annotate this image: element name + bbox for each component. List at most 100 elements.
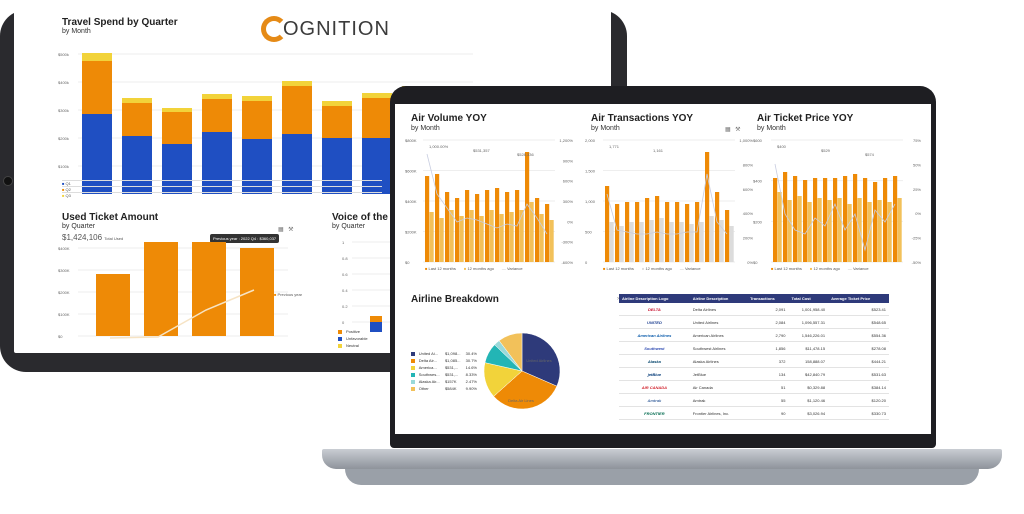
bar-last-12 bbox=[525, 152, 530, 262]
bar-last-12 bbox=[545, 204, 550, 262]
bar-12-ago bbox=[459, 216, 464, 262]
data-label: 1,771 bbox=[609, 144, 620, 149]
legend-swatch bbox=[411, 351, 415, 356]
legend-pct: 9.90% bbox=[465, 386, 477, 391]
legend-item: Other $584K 9.90% bbox=[411, 385, 477, 392]
data-label: 1,161 bbox=[653, 148, 664, 153]
table-row[interactable]: Alaska Alaska Airlines 372 158,888.07 $444.2… bbox=[619, 354, 889, 368]
legend-swatch bbox=[411, 372, 415, 377]
column-header[interactable]: Transactions bbox=[747, 294, 789, 303]
column-header[interactable]: Total Cost bbox=[788, 294, 829, 303]
legend-swatch bbox=[411, 365, 415, 370]
table-row[interactable]: UNITED United Airlines 2,084 1,096,557.31 $5… bbox=[619, 315, 889, 329]
bar-last-12 bbox=[853, 174, 858, 262]
bar-last-12 bbox=[793, 176, 798, 262]
data-label: 1,000.00% bbox=[429, 144, 449, 149]
y-tick-label: $200K bbox=[405, 230, 417, 235]
legend-item: Southwes... $531,... 8.33% bbox=[411, 371, 477, 378]
bar-12-ago bbox=[887, 202, 892, 262]
bar-12-ago bbox=[709, 216, 714, 262]
legend-item: — Variance bbox=[847, 266, 869, 271]
airline-name: Amtrak bbox=[689, 393, 748, 407]
stacked-bar-segment bbox=[242, 101, 272, 139]
y-tick-label: $0 bbox=[753, 260, 758, 265]
bar bbox=[370, 322, 382, 332]
airline-name: JetBlue bbox=[689, 367, 748, 381]
bar-last-12 bbox=[505, 192, 510, 262]
legend-value: $157K bbox=[444, 379, 457, 384]
table-row[interactable]: Southwest Southwest Airlines 1,856 $11,478.… bbox=[619, 341, 889, 355]
air-transactions-legend: ■ Last 12 months ■ 12 months ago — Varia… bbox=[603, 266, 701, 271]
legend-item: ■ Last 12 months bbox=[603, 266, 634, 271]
voice-legend: Positive Unfavorable Neutral bbox=[338, 328, 368, 349]
stacked-bar-segment bbox=[82, 61, 112, 114]
transactions: 90 bbox=[747, 406, 789, 420]
y-tick-label: 0 bbox=[585, 260, 588, 265]
y-tick-label: $200K bbox=[58, 290, 70, 295]
bar-last-12 bbox=[655, 196, 660, 262]
column-header[interactable]: Average Ticket Price bbox=[828, 294, 889, 303]
bar-last-12 bbox=[645, 198, 650, 262]
pie-label: United Airlines bbox=[526, 358, 552, 363]
transactions: 2,091 bbox=[747, 303, 789, 316]
bar-last-12 bbox=[485, 190, 490, 262]
line-previous-year bbox=[109, 289, 255, 339]
travel-spend-table: ■ Q1 ■ Q2 ■ Q3 bbox=[62, 180, 382, 198]
used-ticket-toolbar[interactable]: ▦ ⚒ bbox=[278, 218, 294, 236]
table-row[interactable]: Amtrak Amtrak 55 $1,120.46 $120.20 bbox=[619, 393, 889, 407]
chevron-icon[interactable]: › bbox=[617, 296, 619, 302]
legend-pct: 8.33% bbox=[465, 372, 477, 377]
bar bbox=[96, 274, 130, 336]
transactions-toolbar[interactable]: ▦ ⚒ bbox=[725, 118, 741, 136]
table-row[interactable]: American Airlines American Airlines 2,790 1… bbox=[619, 328, 889, 342]
data-label: $531,357 bbox=[473, 148, 490, 153]
column-header[interactable]: Airline Description bbox=[689, 294, 748, 303]
bar-last-12 bbox=[813, 178, 818, 262]
pie-slice bbox=[493, 370, 558, 410]
transactions: 2,084 bbox=[747, 315, 789, 329]
bar-last-12 bbox=[823, 178, 828, 262]
variance-line bbox=[774, 163, 896, 252]
legend-item: ■ Last 12 months bbox=[425, 266, 456, 271]
bar bbox=[144, 242, 178, 336]
y-tick-label: 0.4 bbox=[342, 288, 348, 293]
grid-icon[interactable]: ▦ bbox=[725, 127, 731, 133]
air-price-subtitle: by Month bbox=[757, 125, 786, 132]
grid-icon[interactable]: ▦ bbox=[278, 227, 284, 233]
table-toolbar[interactable]: › bbox=[617, 287, 619, 305]
airline-logo: Amtrak bbox=[619, 393, 690, 407]
bar-last-12 bbox=[675, 202, 680, 262]
variance-line bbox=[606, 173, 728, 235]
bar-12-ago bbox=[489, 210, 494, 262]
pie-slice bbox=[521, 332, 561, 387]
legend-item: Unfavorable bbox=[338, 335, 368, 342]
table-row[interactable]: jetBlue JetBlue 134 $42,840.79 $531.63 bbox=[619, 367, 889, 381]
stacked-bar-segment bbox=[322, 106, 352, 138]
table-row[interactable]: DELTA Delta Airlines 2,091 1,001,958.40 $523… bbox=[619, 303, 889, 316]
table-row[interactable]: FRONTIER Frontier Airlines, Inc. 90 $3,026.… bbox=[619, 406, 889, 420]
bar-12-ago bbox=[699, 222, 704, 262]
total-cost: $1,120.46 bbox=[788, 393, 829, 407]
airline-name: American Airlines bbox=[689, 328, 748, 342]
legend-name: United Ai... bbox=[418, 351, 439, 356]
air-transactions-chart: 2,000 1,500 1,000 500 0 1,000% 800% 600% 400% 200… bbox=[585, 138, 753, 265]
table-row[interactable]: AIR CANADA Air Canada 51 $0,329.88 $384.14 bbox=[619, 380, 889, 394]
bar-12-ago bbox=[897, 198, 902, 262]
legend-item: Delta Air... $1,085... 30.7% bbox=[411, 357, 477, 364]
average-price: $554.36 bbox=[828, 328, 889, 342]
wrench-icon[interactable]: ⚒ bbox=[735, 127, 741, 133]
air-price-chart: $600 $400 $200 $0 75% 50% 25% 0% -25% -50% $400 $52… bbox=[753, 138, 921, 265]
table-row: ■ Q2 bbox=[62, 186, 382, 192]
wrench-icon[interactable]: ⚒ bbox=[288, 227, 294, 233]
table-row: ■ Q1 bbox=[62, 180, 382, 186]
column-header[interactable]: Airline Description Logo bbox=[619, 294, 690, 303]
legend-item: ■ 12 months ago bbox=[809, 266, 840, 271]
bar-12-ago bbox=[519, 210, 524, 262]
y2-tick-label: 600% bbox=[563, 179, 574, 184]
bar-last-12 bbox=[475, 194, 480, 262]
bar-12-ago bbox=[549, 220, 554, 262]
variance-line bbox=[426, 153, 548, 235]
average-price: $548.65 bbox=[828, 315, 889, 329]
voice-title: Voice of the Cu bbox=[332, 212, 405, 223]
travel-spend-subtitle: by Month bbox=[62, 28, 91, 35]
